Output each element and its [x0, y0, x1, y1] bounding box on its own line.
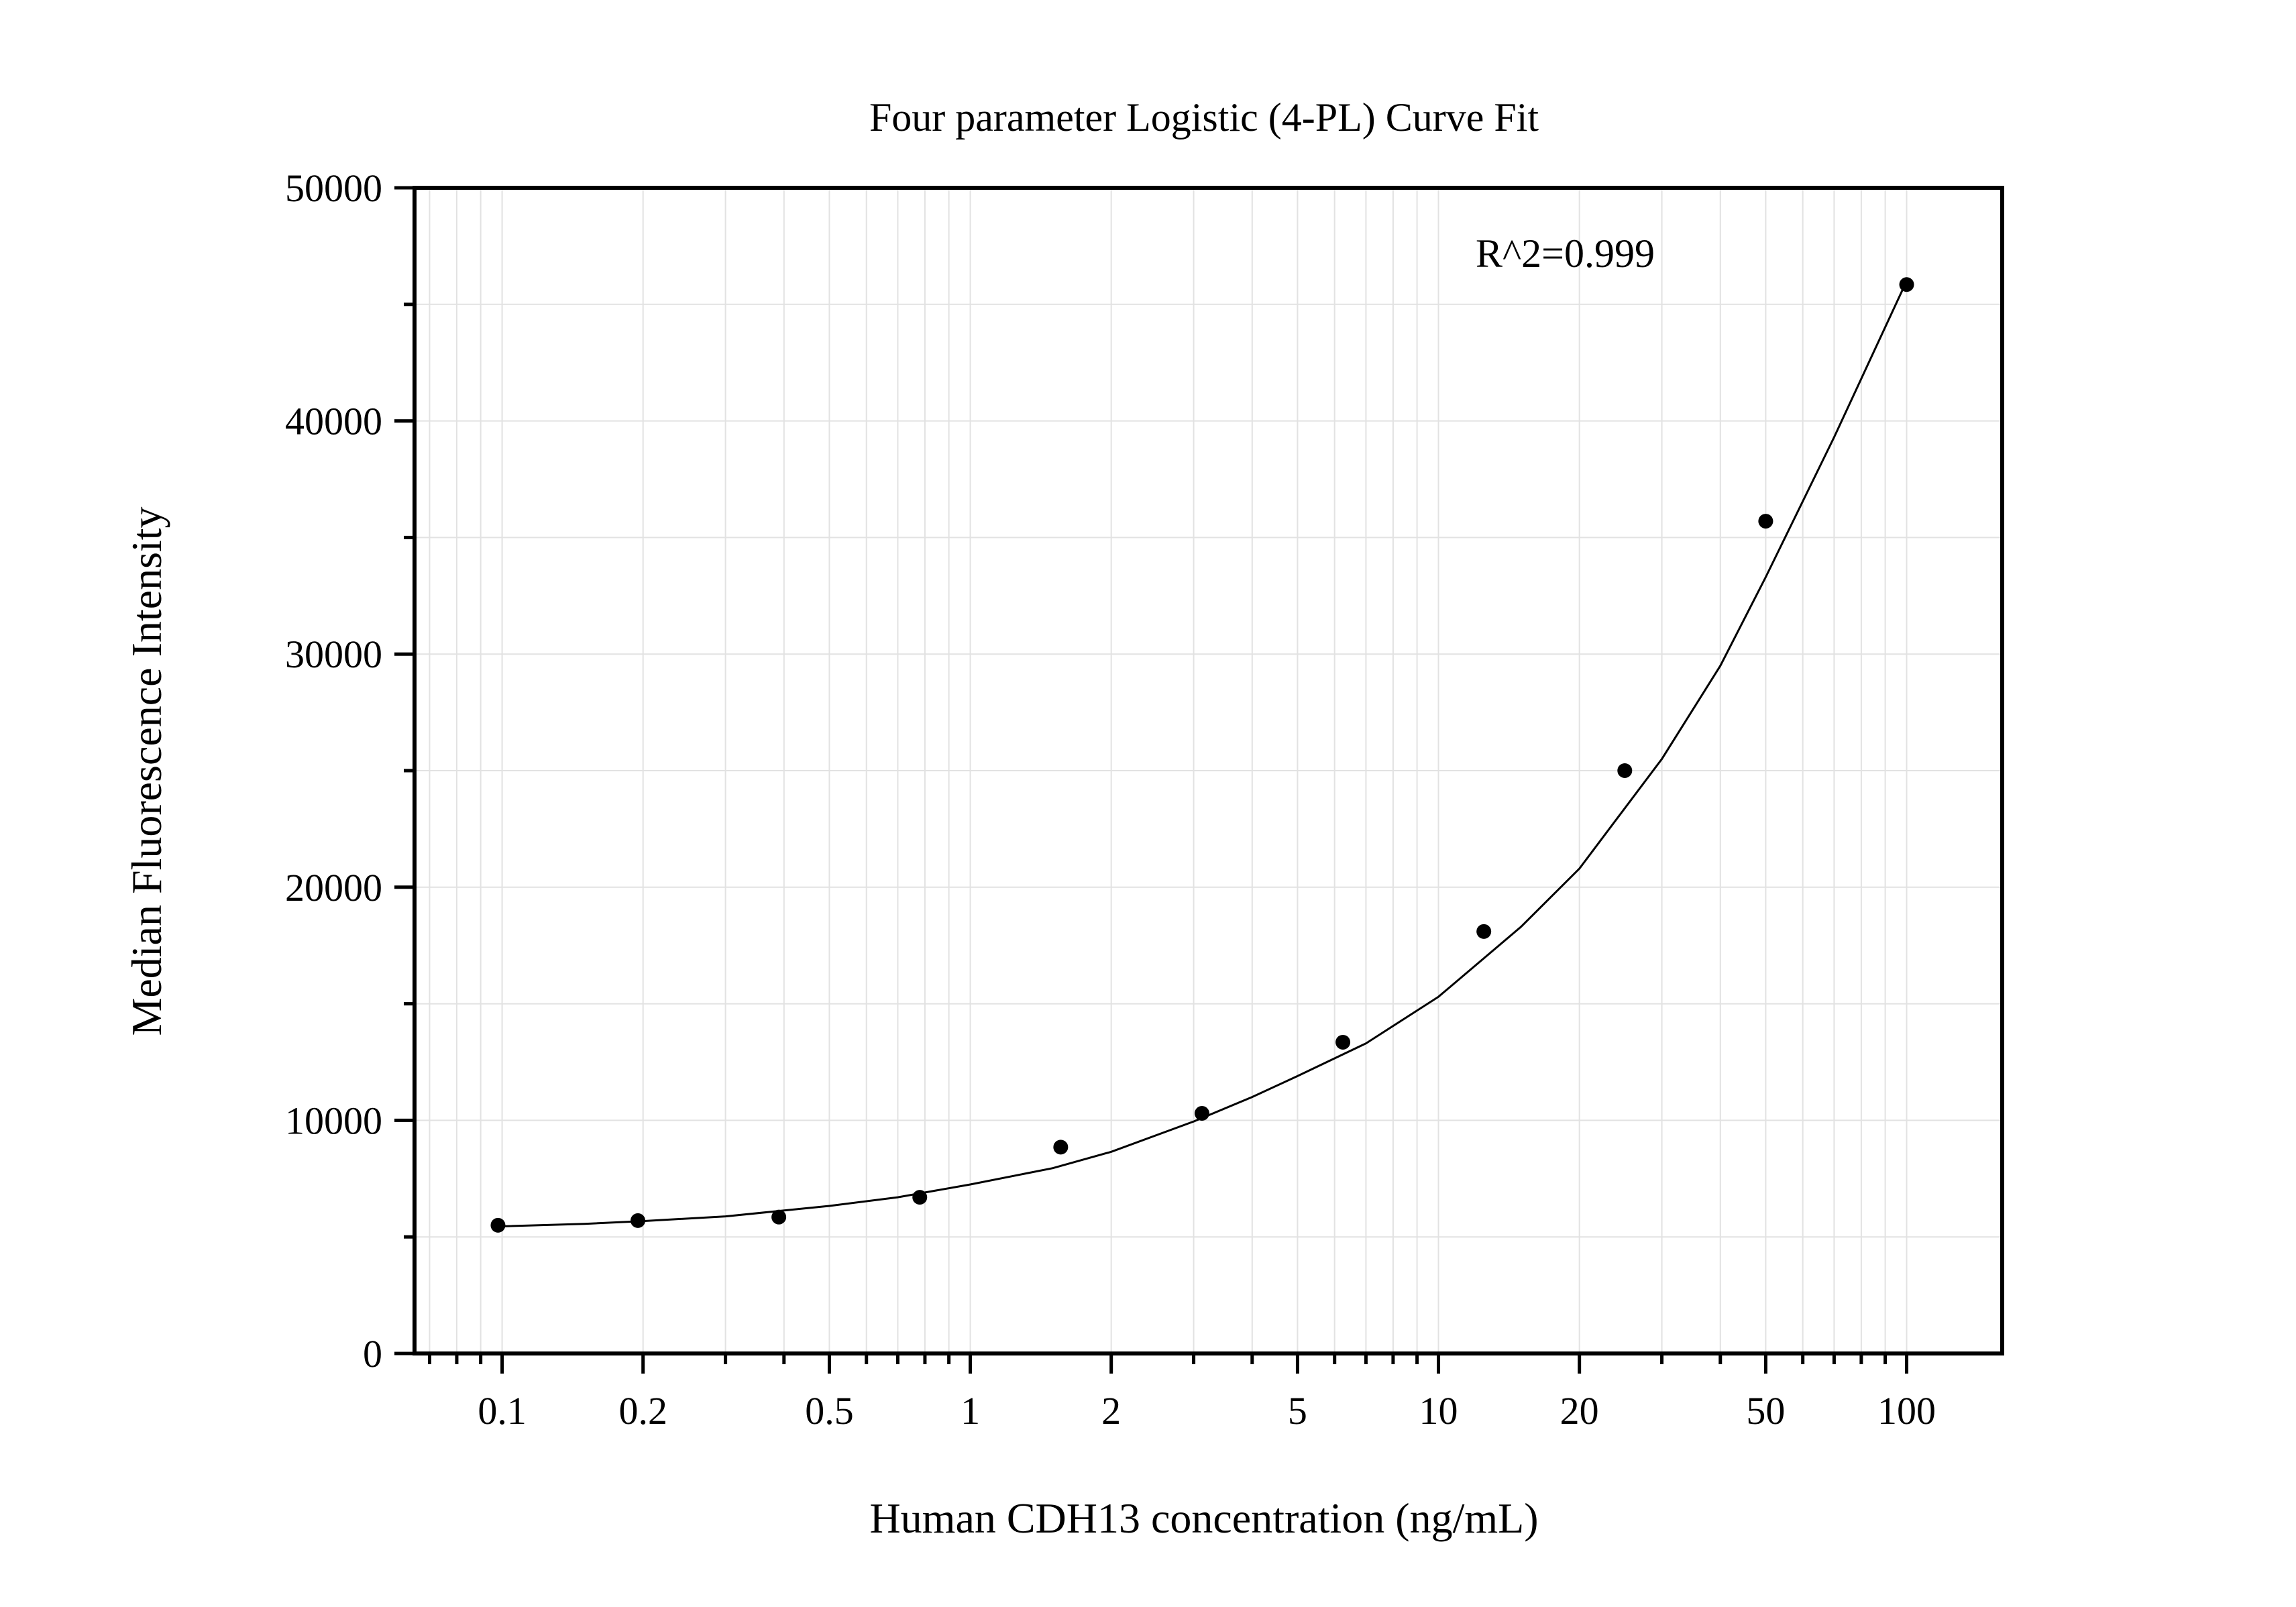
- data-point: [1899, 277, 1914, 292]
- label-layer: Four parameter Logistic (4-PL) Curve Fit…: [123, 95, 1655, 1542]
- data-point: [1194, 1105, 1209, 1121]
- x-tick-label: 10: [1419, 1389, 1458, 1433]
- data-point: [1335, 1034, 1351, 1050]
- x-tick-label: 20: [1560, 1389, 1599, 1433]
- x-tick-label: 0.5: [805, 1389, 854, 1433]
- point-layer: [490, 277, 1914, 1233]
- x-axis-label: Human CDH13 concentration (ng/mL): [869, 1494, 1538, 1542]
- y-tick-label: 0: [363, 1332, 382, 1376]
- y-tick-label: 30000: [285, 632, 382, 676]
- y-axis-label: Median Fluorescence Intensity: [123, 506, 170, 1036]
- x-tick-label: 50: [1746, 1389, 1785, 1433]
- data-point: [1758, 514, 1773, 529]
- x-tick-label: 0.1: [478, 1389, 527, 1433]
- data-point: [1476, 924, 1492, 939]
- data-point: [1053, 1140, 1069, 1155]
- x-tick-label: 5: [1288, 1389, 1307, 1433]
- y-tick-label: 40000: [285, 400, 382, 443]
- data-point: [912, 1190, 928, 1205]
- y-tick-label: 20000: [285, 866, 382, 909]
- x-tick-label: 2: [1101, 1389, 1121, 1433]
- grid-layer: [415, 188, 2002, 1353]
- x-tick-label: 1: [961, 1389, 980, 1433]
- y-tick-label: 10000: [285, 1099, 382, 1142]
- r-squared-annotation: R^2=0.999: [1476, 231, 1655, 276]
- tick-layer: 0.1 0.2 0.5 1 2 5 10 20 50 100 0 10000 20000 30000 400…: [285, 166, 1936, 1433]
- data-point: [490, 1217, 506, 1233]
- data-point: [631, 1213, 646, 1228]
- x-tick-label: 100: [1877, 1389, 1936, 1433]
- fit-curve: [498, 280, 1908, 1228]
- x-tick-label: 0.2: [618, 1389, 667, 1433]
- chart-title: Four parameter Logistic (4-PL) Curve Fit: [869, 95, 1539, 140]
- curve-layer: [498, 280, 1908, 1228]
- data-point: [771, 1209, 787, 1225]
- data-point: [1617, 763, 1633, 778]
- y-tick-label: 50000: [285, 166, 382, 210]
